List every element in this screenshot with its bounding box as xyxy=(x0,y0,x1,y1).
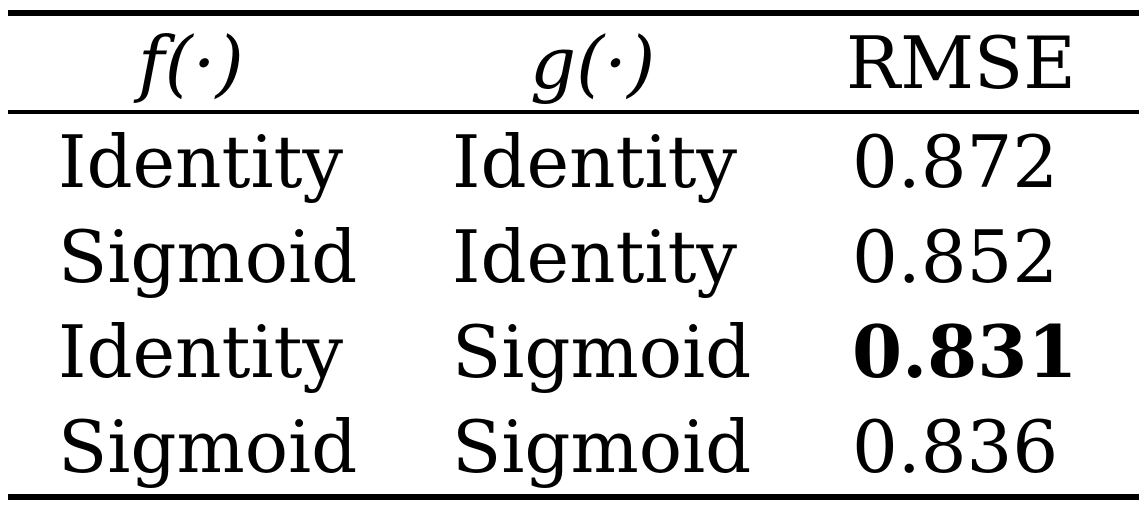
bottom-rule xyxy=(8,494,1139,500)
row-rmse-cell: 0.836 xyxy=(852,404,1059,489)
row-f-cell: Identity xyxy=(58,309,344,394)
row-rmse-cell: 0.852 xyxy=(852,214,1059,299)
table-row: Sigmoid Sigmoid 0.836 xyxy=(8,399,1139,494)
table-header-row: f(·) g(·) RMSE xyxy=(8,16,1139,110)
header-rule xyxy=(8,110,1139,114)
table-row: Sigmoid Identity 0.852 xyxy=(8,209,1139,304)
row-f-cell: Sigmoid xyxy=(58,214,358,299)
row-g-cell: Sigmoid xyxy=(452,309,752,394)
row-g-cell: Identity xyxy=(452,119,738,204)
row-f-cell: Sigmoid xyxy=(58,404,358,489)
row-rmse-best-cell: 0.831 xyxy=(852,308,1078,394)
table-row: Identity Sigmoid 0.831 xyxy=(8,304,1139,399)
row-g-cell: Sigmoid xyxy=(452,404,752,489)
table-row: Identity Identity 0.872 xyxy=(8,114,1139,209)
top-rule xyxy=(8,10,1139,16)
header-f: f(·) xyxy=(138,21,244,105)
results-table: f(·) g(·) RMSE Identity Identity 0.872 S… xyxy=(8,10,1139,500)
row-f-cell: Identity xyxy=(58,119,344,204)
header-g: g(·) xyxy=(530,21,656,105)
header-rmse: RMSE xyxy=(846,21,1076,105)
row-rmse-cell: 0.872 xyxy=(852,119,1059,204)
row-g-cell: Identity xyxy=(452,214,738,299)
